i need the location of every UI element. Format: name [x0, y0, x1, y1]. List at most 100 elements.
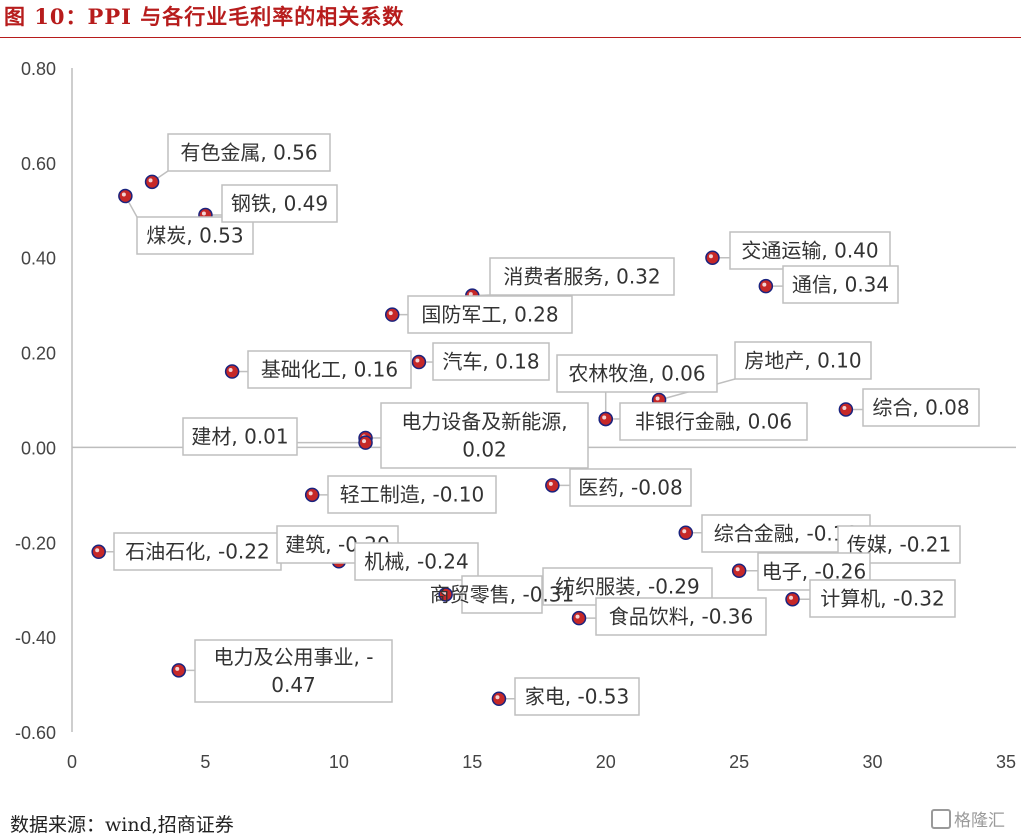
data-label-box: [782, 265, 899, 304]
data-point: [571, 610, 587, 626]
data-label: 0.02: [462, 438, 507, 462]
x-tick-label: 30: [863, 752, 883, 772]
data-label: 基础化工, 0.16: [261, 358, 398, 382]
data-label-box: [569, 468, 692, 507]
data-label-box: [380, 402, 589, 469]
data-label-box: [194, 639, 393, 703]
data-point-highlight: [442, 590, 447, 595]
chart-title: 图 10：PPI 与各行业毛利率的相关系数: [4, 4, 405, 29]
data-point-highlight: [735, 567, 740, 572]
data-label: 轻工制造, -0.10: [340, 483, 484, 507]
data-point-highlight: [682, 529, 687, 534]
data-label: 汽车, 0.18: [442, 350, 539, 374]
data-point: [758, 278, 774, 294]
data-point: [144, 174, 160, 190]
data-label-box: [489, 257, 675, 296]
data-label: 房地产, 0.10: [744, 349, 861, 373]
scatter-chart: 0.80 0.60 0.40 0.20 0.00 -0.20 -0.40 -0.60 0 5 10 1…: [15, 59, 1016, 772]
data-label-box: [247, 350, 412, 389]
watermark: 格隆汇: [931, 806, 1005, 831]
data-label: 电力及公用事业, -: [214, 645, 374, 669]
data-label-box: [862, 388, 980, 427]
data-label: 0.47: [271, 673, 316, 697]
source-note: 数据来源：wind,招商证券: [10, 814, 234, 836]
y-tick-label: -0.60: [15, 723, 56, 743]
data-label-box: [167, 133, 331, 172]
data-point: [358, 435, 373, 450]
data-point: [678, 525, 694, 541]
data-point: [91, 544, 106, 560]
x-tick-label: 25: [729, 752, 749, 772]
data-label: 石油石化, -0.22: [125, 540, 269, 564]
data-label: 家电, -0.53: [525, 685, 629, 709]
x-tick-label: 15: [462, 752, 482, 772]
data-label: 钢铁, 0.49: [231, 192, 328, 216]
x-tick-label: 0: [67, 752, 77, 772]
data-label: 消费者服务, 0.32: [503, 265, 660, 289]
data-point-highlight: [121, 192, 126, 197]
data-label-box: [327, 475, 497, 514]
data-point: [705, 250, 720, 265]
data-point: [838, 402, 854, 417]
data-label: 有色金属, 0.56: [180, 141, 317, 165]
data-point-highlight: [708, 254, 713, 259]
data-label: 综合金融, -0.18: [714, 522, 858, 546]
data-point-highlight: [575, 614, 580, 619]
y-tick-label: 0.60: [21, 154, 56, 174]
y-tick-label: 0.40: [21, 249, 56, 269]
data-label-box: [619, 402, 808, 441]
data-point-highlight: [362, 439, 367, 444]
y-tick-label: -0.20: [15, 533, 56, 553]
data-label-box: [432, 342, 550, 381]
data-point: [384, 307, 400, 322]
x-tick-label: 10: [329, 752, 349, 772]
data-label: 通信, 0.34: [792, 273, 889, 297]
data-label: 纺织服装, -0.29: [555, 575, 699, 599]
data-label: 农林牧渔, 0.06: [568, 362, 705, 386]
data-point: [224, 364, 240, 379]
data-label-box: [514, 677, 640, 716]
data-label-box: [734, 341, 872, 380]
y-tick-label: 0.80: [21, 59, 56, 79]
data-label-box: [354, 542, 479, 581]
labels: 有色金属, 0.56 煤炭, 0.53 钢铁, 0.49 交通运输, 0.40 通信, …: [113, 133, 980, 716]
data-point-highlight: [308, 491, 313, 496]
data-label-box: [407, 295, 573, 334]
data-label: 计算机, -0.32: [820, 587, 944, 611]
data-label-box: [113, 532, 282, 571]
data-label-box: [461, 575, 543, 614]
data-point-highlight: [789, 595, 794, 600]
y-tick-label: 0.00: [21, 438, 56, 458]
data-point: [411, 354, 427, 370]
data-point-highlight: [175, 666, 180, 671]
data-point-highlight: [201, 211, 206, 216]
x-tick-label: 20: [596, 752, 616, 772]
data-point: [785, 591, 800, 607]
data-point-highlight: [842, 405, 847, 410]
data-label-box: [136, 216, 254, 255]
data-point: [545, 478, 560, 493]
data-label-box: [182, 417, 298, 456]
points: [91, 174, 854, 707]
data-point-highlight: [602, 415, 607, 420]
watermark-logo-icon: [931, 809, 951, 829]
data-label: 食品饮料, -0.36: [609, 605, 753, 629]
data-point-highlight: [468, 292, 473, 297]
data-point: [598, 411, 613, 427]
data-point-highlight: [95, 548, 100, 553]
watermark-text: 格隆汇: [954, 811, 1005, 831]
data-label: 建材, 0.01: [191, 425, 288, 449]
data-point-highlight: [762, 282, 767, 287]
data-label: 煤炭, 0.53: [146, 224, 243, 248]
data-label: 综合, 0.08: [872, 396, 969, 420]
data-point-highlight: [228, 368, 233, 373]
data-label: 电力设备及新能源,: [401, 410, 567, 434]
title-divider: [0, 37, 1021, 38]
data-point: [438, 587, 453, 602]
data-label-box: [729, 231, 891, 270]
data-point-highlight: [548, 481, 553, 486]
x-tick-label: 5: [200, 752, 210, 772]
data-label: 机械, -0.24: [364, 550, 468, 574]
y-tick-label: -0.40: [15, 628, 56, 648]
y-tick-label: 0.20: [21, 344, 56, 364]
